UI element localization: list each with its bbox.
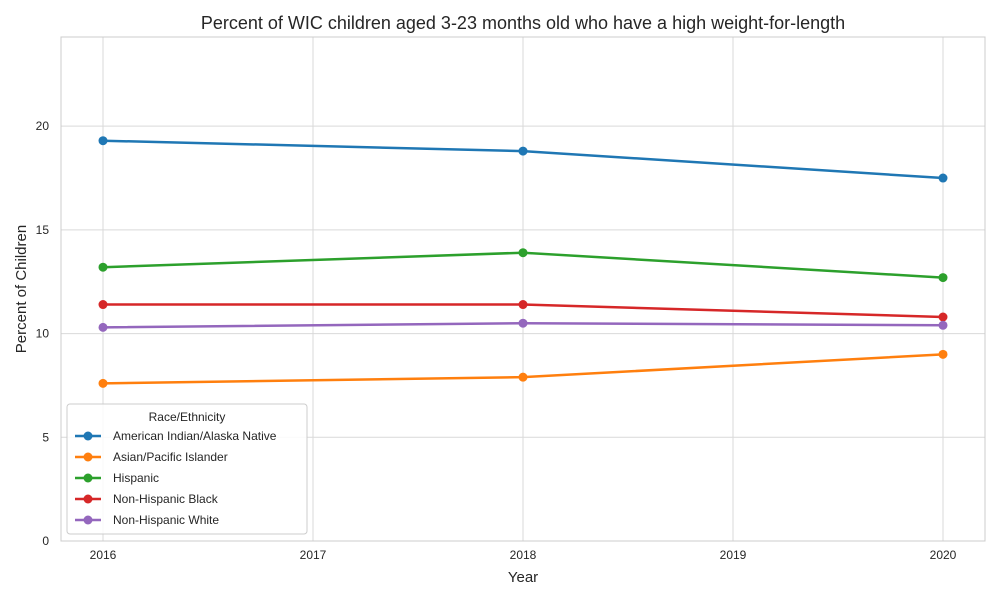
data-point <box>938 173 948 183</box>
y-tick-label: 20 <box>36 119 50 133</box>
legend-box <box>66 403 308 535</box>
data-point <box>98 322 108 332</box>
legend-item: Non-Hispanic White <box>75 513 219 527</box>
legend-title: Race/Ethnicity <box>149 410 226 424</box>
y-axis-title: Percent of Children <box>13 225 30 353</box>
legend-item: Non-Hispanic Black <box>75 492 219 506</box>
legend-items: American Indian/Alaska Native Asian/Pacif… <box>75 429 277 527</box>
legend-marker <box>83 431 93 441</box>
legend-label: Hispanic <box>113 471 159 485</box>
data-point <box>98 262 108 272</box>
series-lines <box>98 136 948 388</box>
tick-labels: 2016 2017 2018 2019 2020 0 5 10 15 20 <box>36 119 957 562</box>
legend-marker <box>83 515 93 525</box>
y-tick-label: 5 <box>42 430 49 444</box>
x-tick-label: 2018 <box>510 548 537 562</box>
data-point <box>518 372 528 382</box>
plot-frame <box>60 36 986 542</box>
data-point <box>518 146 528 156</box>
data-point <box>98 300 108 310</box>
legend-label: Non-Hispanic White <box>113 513 219 527</box>
series-group <box>98 318 948 332</box>
series-group <box>98 300 948 322</box>
legend-label: American Indian/Alaska Native <box>113 429 277 443</box>
y-tick-label: 15 <box>36 223 50 237</box>
series-group <box>98 248 948 283</box>
data-point <box>938 273 948 283</box>
series-group <box>98 136 948 183</box>
legend-item: American Indian/Alaska Native <box>75 429 277 443</box>
data-point <box>98 136 108 146</box>
x-tick-label: 2017 <box>300 548 327 562</box>
data-point <box>938 312 948 322</box>
y-tick-label: 0 <box>42 534 49 548</box>
x-tick-label: 2016 <box>90 548 117 562</box>
data-point <box>98 378 108 388</box>
legend-marker <box>83 494 93 504</box>
legend-marker <box>83 452 93 462</box>
x-axis-title: Year <box>508 569 538 586</box>
legend-item: Asian/Pacific Islander <box>75 450 228 464</box>
chart-title: Percent of WIC children aged 3-23 months… <box>201 13 845 33</box>
data-point <box>938 349 948 359</box>
legend-marker <box>83 473 93 483</box>
x-tick-label: 2019 <box>720 548 747 562</box>
data-point <box>518 248 528 258</box>
data-point <box>518 300 528 310</box>
data-point <box>518 318 528 328</box>
legend: Race/Ethnicity American Indian/Alaska Na… <box>66 403 308 535</box>
legend-label: Non-Hispanic Black <box>113 492 219 506</box>
legend-item: Hispanic <box>75 471 159 485</box>
legend-label: Asian/Pacific Islander <box>113 450 228 464</box>
x-tick-label: 2020 <box>930 548 957 562</box>
series-group <box>98 349 948 388</box>
y-tick-label: 10 <box>36 327 50 341</box>
data-point <box>938 320 948 330</box>
